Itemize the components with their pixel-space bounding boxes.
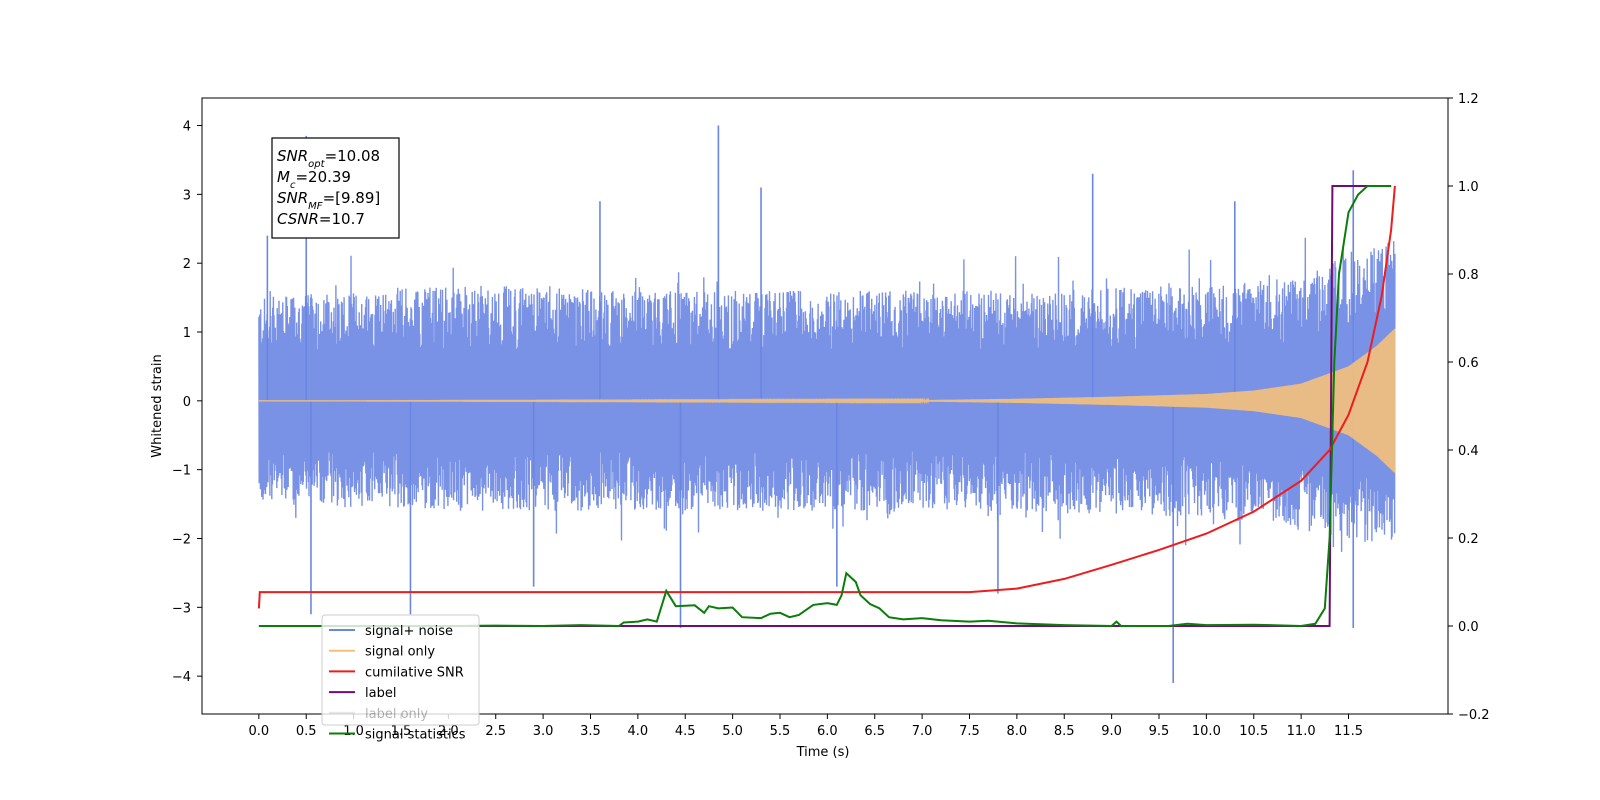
series-signal-only [258, 328, 1396, 473]
legend-entry: label [365, 686, 396, 701]
legend-entry: label only [365, 707, 428, 722]
annotation-line: CSNR=10.7 [277, 210, 365, 228]
x-tick-label: 5.0 [722, 724, 743, 739]
y2-tick-label: 0.2 [1458, 532, 1479, 547]
y2-tick-label: 0.0 [1458, 620, 1479, 635]
y-tick-label: −1 [172, 464, 191, 479]
legend-entry: cumilative SNR [365, 665, 464, 680]
x-tick-label: 4.5 [675, 724, 696, 739]
x-tick-label: 2.0 [438, 724, 459, 739]
x-axis-label: Time (s) [796, 745, 850, 760]
y2-tick-label: 0.8 [1458, 268, 1479, 283]
x-tick-label: 7.5 [959, 724, 980, 739]
legend-frame [321, 614, 480, 726]
x-tick-label: 1.5 [391, 724, 412, 739]
x-tick-label: 11.0 [1287, 724, 1316, 739]
y-tick-label: 0 [183, 395, 191, 410]
plot-area [257, 125, 1396, 684]
x-tick-label: 3.5 [580, 724, 601, 739]
y2-tick-label: −0.2 [1458, 708, 1490, 723]
y-axis-label: Whitened strain [150, 354, 165, 457]
series-signal-statistics [258, 185, 1392, 628]
x-tick-label: 4.0 [628, 724, 649, 739]
x-tick-label: 1.0 [343, 724, 364, 739]
x-tick-label: 10.5 [1239, 724, 1268, 739]
x-tick-label: 11.5 [1334, 724, 1363, 739]
y2-tick-label: 1.0 [1458, 180, 1479, 195]
y-tick-label: −2 [172, 532, 191, 547]
x-tick-label: 3.0 [533, 724, 554, 739]
x-tick-label: 9.0 [1101, 724, 1122, 739]
legend-entry: signal statistics [365, 728, 466, 743]
annotation-frame [271, 137, 400, 239]
y-tick-label: 3 [183, 188, 191, 203]
x-tick-label: 9.5 [1149, 724, 1170, 739]
x-tick-label: 8.0 [1007, 724, 1028, 739]
x-tick-label: 8.5 [1054, 724, 1075, 739]
y2-tick-label: 0.6 [1458, 356, 1479, 371]
y-tick-label: 4 [183, 120, 191, 135]
x-tick-label: 6.5 [864, 724, 885, 739]
y-tick-label: −4 [172, 670, 191, 685]
annotation-line: SNRMF=[9.89] [277, 189, 380, 212]
axes: 0.0 0.5 1.0 1.5 2.0 2.5 3.0 3.5 4.0 4.5 5.0 5.5 6.0 6… [172, 92, 1490, 739]
x-tick-label: 2.5 [485, 724, 506, 739]
x-tick-label: 10.0 [1192, 724, 1221, 739]
x-tick-label: 6.0 [817, 724, 838, 739]
legend: signal+ noise signal only cumilative SNR la… [321, 614, 480, 743]
plot-frame [201, 97, 1449, 715]
x-tick-label: 0.0 [249, 724, 270, 739]
annotation-line: Mc=20.39 [277, 168, 351, 191]
y-tick-label: 1 [183, 326, 191, 341]
series-label [258, 185, 1392, 627]
x-tick-label: 5.5 [770, 724, 791, 739]
x-tick-label: 0.5 [296, 724, 317, 739]
legend-entry: signal+ noise [365, 624, 453, 639]
x-tick-label: 7.0 [912, 724, 933, 739]
series-signal-noise [258, 237, 1396, 552]
y2-tick-label: 0.4 [1458, 444, 1479, 459]
series-cumulative-snr [257, 185, 1396, 609]
annotation-line: SNRopt=10.08 [277, 147, 380, 170]
legend-entry: signal only [365, 645, 435, 660]
y-tick-label: 2 [183, 257, 191, 272]
y-tick-label: −3 [172, 601, 191, 616]
y2-tick-label: 1.2 [1458, 92, 1479, 107]
annotation-box: SNRopt=10.08Mc=20.39SNRMF=[9.89]CSNR=10.… [271, 137, 400, 239]
